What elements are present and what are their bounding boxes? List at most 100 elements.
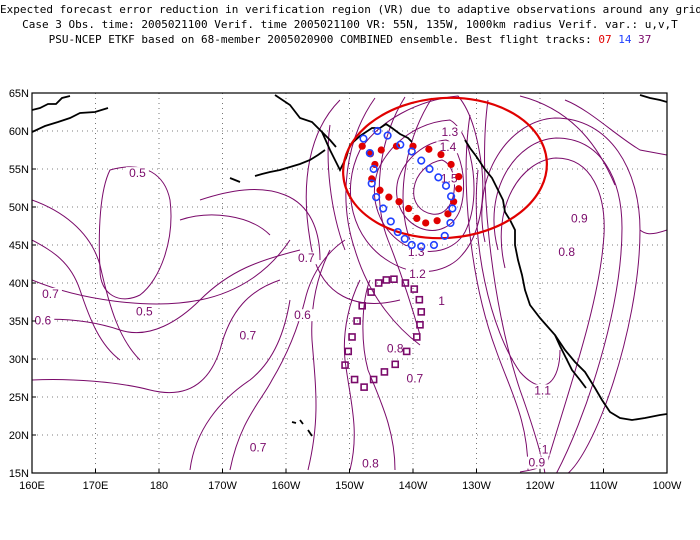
contour-label-bg <box>246 441 270 454</box>
lon-tick-label: 160E <box>19 480 45 492</box>
contour-label-bg <box>437 172 461 185</box>
track-point <box>417 156 426 165</box>
track-point <box>382 276 391 284</box>
flight-track-07 <box>358 142 463 227</box>
track-point <box>429 240 439 250</box>
lat-tick-label: 35N <box>9 316 29 328</box>
track-point <box>437 150 445 159</box>
lon-tick-label: 140W <box>399 480 428 492</box>
contour-label: 0.9 <box>571 212 588 226</box>
track-point <box>369 164 378 174</box>
contour-label: 1.1 <box>534 383 551 397</box>
contour-label-bg <box>236 329 260 342</box>
title-line-1: Expected forecast error reduction in ver… <box>0 3 700 16</box>
contour-label: 0.8 <box>362 456 379 470</box>
contour-label: 0.6 <box>294 308 311 322</box>
verification-region <box>342 96 548 240</box>
track-point <box>413 214 421 222</box>
contour-label: 1.4 <box>440 140 457 154</box>
contour-label-bg <box>132 305 156 318</box>
contour-label-bg <box>405 268 429 281</box>
lon-tick-label: 170E <box>83 480 109 492</box>
track-point <box>359 134 368 143</box>
contour-label-bg <box>125 167 149 180</box>
contour-label: 1 <box>438 294 445 308</box>
track-point <box>415 295 424 304</box>
lat-tick-labels: 15N 20N 25N 30N 35N 40N 45N 50N 55N 60N 65N <box>9 88 36 480</box>
track-point <box>383 131 392 140</box>
track-point <box>395 198 403 206</box>
track-label-14: 14 <box>618 33 632 46</box>
verification-region-circle <box>342 96 548 240</box>
contour-label-bg <box>531 384 555 397</box>
contour-label-bg <box>403 372 427 385</box>
title-line-2: Case 3 Obs. time: 2005021100 Verif. time… <box>22 18 678 31</box>
contour-label: 0.7 <box>250 440 267 454</box>
track-point <box>367 179 376 188</box>
contour-label: 0.8 <box>387 342 404 356</box>
title-line-3: PSU-NCEP ETKF based on 68-member 2005020… <box>0 33 700 46</box>
contour-label: 0.7 <box>42 287 59 301</box>
lat-tick-label: 40N <box>9 278 29 290</box>
flight-track-14 <box>359 126 457 251</box>
contour-label: 0.8 <box>558 245 575 259</box>
lon-tick-label: 150W <box>335 480 364 492</box>
track-point <box>433 217 441 225</box>
track-point <box>344 347 353 356</box>
contour-label: 0.5 <box>129 166 146 180</box>
track-point <box>447 160 455 169</box>
contour-label: 0.7 <box>240 329 257 343</box>
lon-tick-label: 110W <box>590 480 619 492</box>
contour-label: 1.2 <box>409 267 426 281</box>
track-point <box>400 234 409 244</box>
contour-label-bg <box>38 287 62 300</box>
track-point <box>455 185 463 193</box>
track-point <box>416 320 424 329</box>
lon-tick-label: 120W <box>526 480 555 492</box>
track-point <box>386 217 395 226</box>
contour-label-bg <box>358 457 382 470</box>
track-point <box>444 210 452 218</box>
track-point <box>367 288 375 296</box>
track-point <box>402 347 411 356</box>
lon-tick-labels: 160E 170E 180 170W 160W 150W 140W 130W 120W 110W 1… <box>19 469 682 492</box>
contour-label-bg <box>555 246 579 259</box>
track-point <box>447 192 456 201</box>
lon-tick-label: 180 <box>150 480 168 492</box>
contour-labels: 1.31.41.51.31.210.90.81.110.90.80.70.80.… <box>31 125 591 470</box>
contour-label-bg <box>525 456 549 469</box>
track-point <box>391 360 400 369</box>
track-point <box>434 173 443 182</box>
track-point <box>422 219 430 227</box>
track-point <box>377 146 385 154</box>
track-label-37: 37 <box>638 33 652 46</box>
contour-label-bg <box>383 342 407 355</box>
track-point <box>455 173 463 181</box>
track-point <box>390 275 398 284</box>
lat-tick-label: 60N <box>9 126 29 138</box>
contour-label: 0.6 <box>34 314 51 328</box>
track-point <box>417 242 426 251</box>
track-point <box>374 279 383 287</box>
track-point <box>440 231 449 240</box>
contour-label: 1.3 <box>441 125 458 139</box>
track-point <box>448 204 457 213</box>
contour-label: 0.7 <box>407 371 424 385</box>
lat-tick-label: 20N <box>9 430 29 442</box>
contour-label-bg <box>294 252 318 265</box>
track-point <box>413 333 421 341</box>
flight-track-markers <box>341 126 463 391</box>
contour-label: 0.5 <box>136 304 153 318</box>
lat-tick-label: 65N <box>9 88 29 100</box>
lat-tick-label: 30N <box>9 354 29 366</box>
lat-tick-label: 55N <box>9 164 29 176</box>
track-point <box>353 317 361 325</box>
track-point <box>371 160 379 169</box>
track-point <box>341 361 349 369</box>
lon-tick-label: 100W <box>653 480 682 492</box>
contour-label: 0.9 <box>528 456 545 470</box>
track-point <box>393 227 402 237</box>
contour-label-bg <box>436 141 460 154</box>
